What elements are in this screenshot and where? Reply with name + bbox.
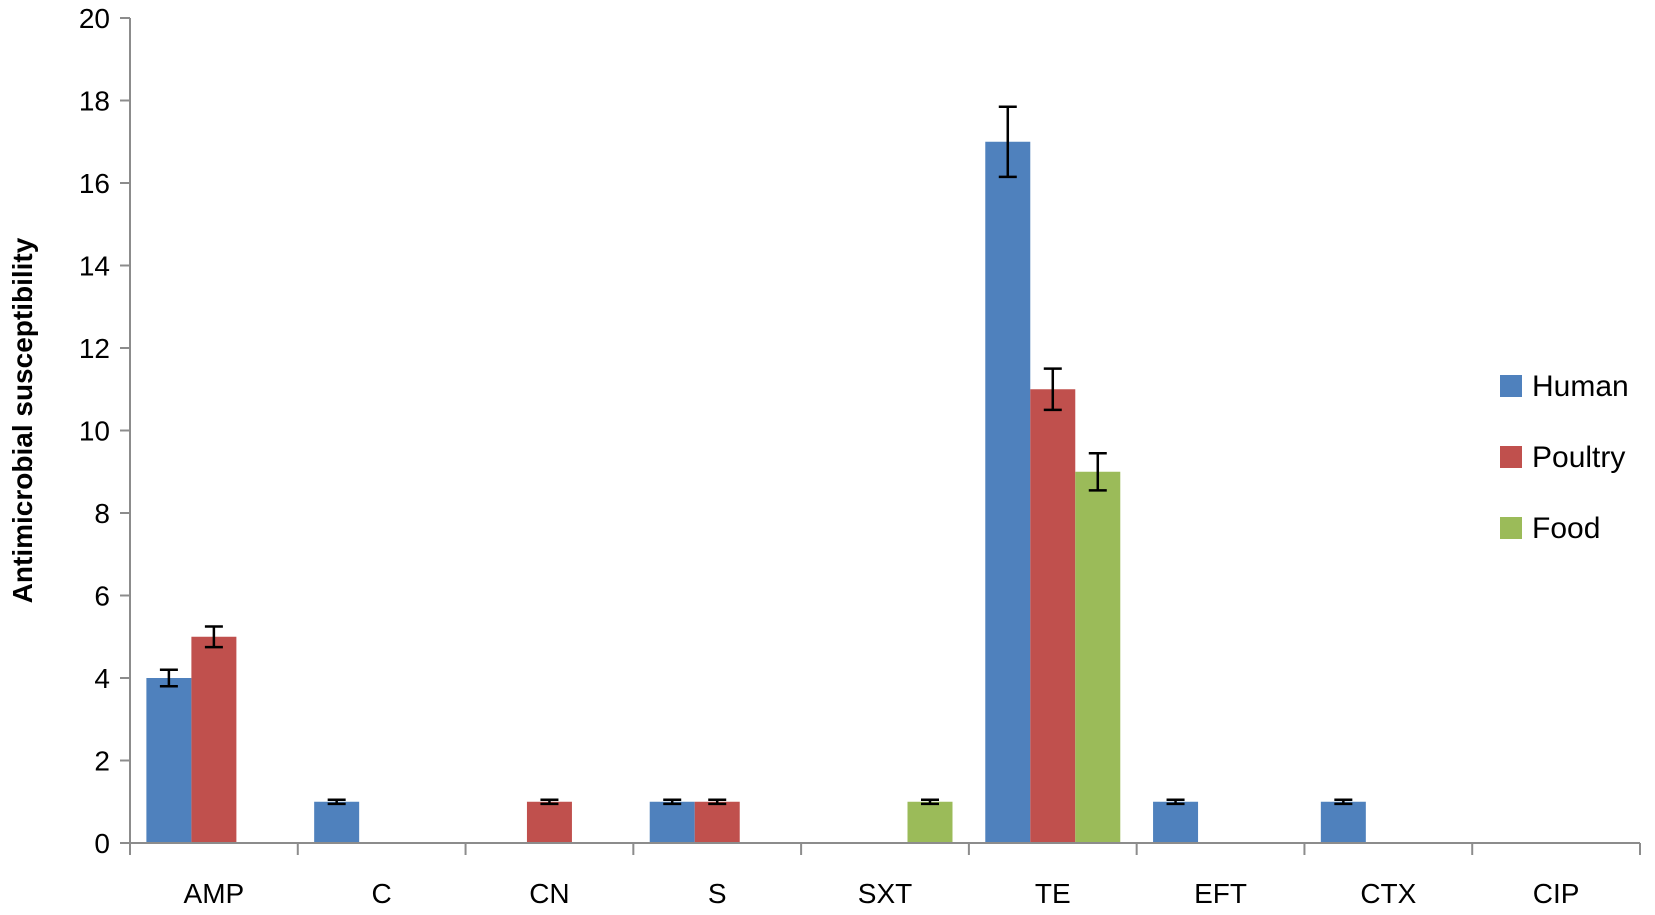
bars [146,141,1366,843]
bar-human-te [985,141,1031,843]
legend-label: Poultry [1532,441,1625,474]
x-tick-label: SXT [858,878,912,909]
y-tick-label: 10 [79,416,110,447]
axes [129,18,1640,844]
error-bar [204,625,223,649]
error-bar [1166,798,1185,806]
error-bar [998,105,1017,179]
error-bar [159,668,178,688]
x-tick-label: CIP [1533,878,1580,909]
legend-label: Food [1532,512,1600,545]
bar-human-c [314,801,360,843]
y-tick-label: 8 [94,498,110,529]
y-tick-label: 4 [94,663,110,694]
bar-human-eft [1153,801,1199,843]
y-tick-label: 16 [79,168,110,199]
error-bar [540,798,559,806]
legend-swatch [1500,375,1522,397]
error-bar [663,798,682,806]
y-tick-label: 20 [79,3,110,34]
x-axis-ticks: AMP C CN S SXT TE EFT CTX CIP [129,843,1641,909]
bar-human-ctx [1320,801,1366,843]
bar-poultry-amp [191,636,237,843]
x-tick-label: CN [529,878,569,909]
error-bar [327,798,346,806]
bar-human-amp [146,678,192,843]
error-bar [921,798,939,806]
x-tick-label: TE [1035,878,1071,909]
x-tick-label: C [372,878,392,909]
y-tick-label: 18 [79,86,110,117]
x-tick-label: S [708,878,727,909]
bar-poultry-s [694,801,740,843]
y-tick-label: 12 [79,333,110,364]
y-tick-label: 6 [94,581,110,612]
x-tick-label: CTX [1360,878,1416,909]
error-bar [1334,798,1353,806]
y-axis-ticks: 0 2 4 6 8 10 12 14 16 18 20 [79,3,130,859]
legend-swatch [1500,446,1522,468]
error-bars [159,105,1353,806]
legend-item-food: Food [1500,512,1600,545]
bar-food-sxt [907,801,953,843]
y-tick-label: 0 [94,828,110,859]
legend: Human Poultry Food [1500,370,1629,545]
bar-human-s [649,801,695,843]
legend-item-human: Human [1500,370,1629,403]
legend-swatch [1500,517,1522,539]
y-tick-label: 14 [79,251,110,282]
x-tick-label: EFT [1194,878,1247,909]
legend-label: Human [1532,370,1629,403]
legend-item-poultry: Poultry [1500,441,1625,474]
x-tick-label: AMP [184,878,245,909]
error-bar [708,798,727,806]
bar-food-te [1075,471,1121,843]
y-axis-title: Antimicrobial susceptibility [7,237,38,603]
bar-poultry-te [1030,389,1076,843]
y-tick-label: 2 [94,746,110,777]
error-bar [1043,367,1062,412]
bar-poultry-cn [526,801,572,843]
error-bar [1088,451,1107,492]
